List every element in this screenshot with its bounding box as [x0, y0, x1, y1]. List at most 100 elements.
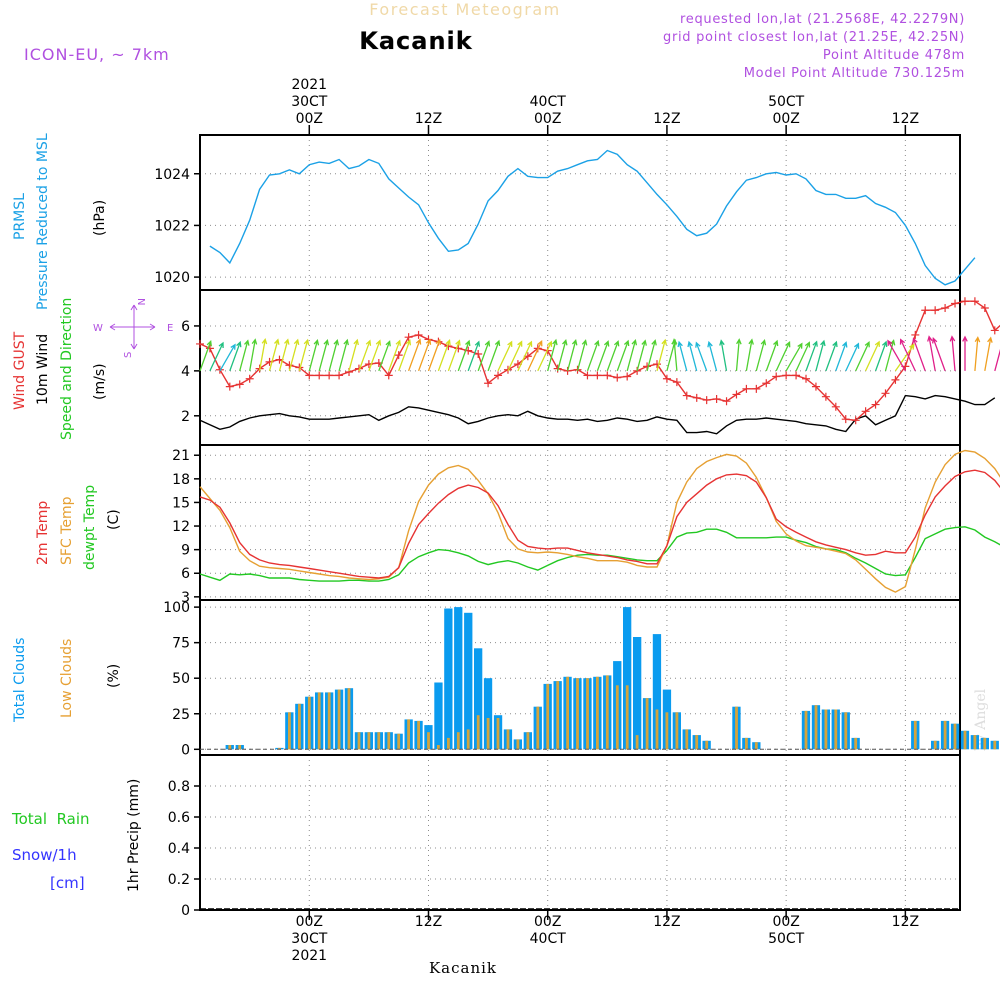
low-cloud-bar	[556, 681, 560, 750]
wind-arrow	[795, 341, 811, 372]
low-cloud-bar	[377, 732, 381, 750]
low-cloud-bar	[804, 710, 808, 750]
wind-arrow	[835, 341, 848, 372]
requested-coords: requested lon,lat (21.2568E, 42.2279N)	[680, 12, 965, 27]
gust-marker	[811, 382, 820, 391]
y-tick-label: 6	[181, 566, 190, 582]
y-tick-label: 18	[172, 472, 190, 488]
low-cloud-bar	[417, 720, 420, 750]
wind-arrow	[437, 339, 451, 372]
gust-marker	[494, 371, 503, 380]
wind-arrow	[646, 339, 657, 372]
y-tick-label: 25	[172, 707, 190, 723]
low-cloud-bar	[526, 732, 530, 750]
total-cloud-bar	[474, 648, 483, 750]
bottom-time-label: 12Z	[892, 914, 919, 930]
point-altitude: Point Altitude 478m	[823, 48, 965, 63]
top-time-label: 00Z	[296, 111, 323, 127]
wind-arrow	[616, 339, 630, 372]
wind-arrow	[219, 343, 236, 372]
snow-label: Snow/1h	[12, 846, 77, 864]
wind-arrow	[477, 340, 491, 372]
gust-marker	[603, 371, 612, 380]
wind-arrow	[318, 339, 330, 372]
bottom-time-label: 40CT	[530, 931, 567, 947]
panel-3: 3 6 9 12 15 18 21	[172, 444, 961, 606]
wind-arrow	[566, 339, 578, 372]
wind10-line	[199, 394, 996, 435]
total-cloud-bar	[633, 637, 642, 750]
precip-labels: Total Rain Snow/1h [cm] 1hr Precip (mm)	[11, 779, 142, 892]
low-cloud-bar	[655, 709, 659, 750]
wind-arrow	[656, 338, 667, 372]
wind-arrow	[278, 338, 290, 372]
pressure-units: (hPa)	[92, 200, 108, 236]
wind-arrow	[785, 342, 803, 372]
total-cloud-bar	[623, 607, 632, 750]
low-cloud-bar	[506, 729, 510, 750]
top-time-label: 2021	[291, 77, 327, 93]
wind-arrow	[745, 338, 754, 372]
gust-marker	[851, 416, 860, 425]
wind-arrow	[707, 340, 718, 372]
y-tick-label: 21	[172, 448, 190, 464]
y-tick-label: 0.2	[168, 872, 190, 888]
bottom-time-label: 50CT	[768, 931, 805, 947]
wind-arrow	[378, 340, 391, 372]
cm-label: [cm]	[50, 874, 85, 892]
bottom-time-label: 30CT	[291, 931, 328, 947]
gust-marker	[772, 372, 781, 381]
top-time-label: 00Z	[534, 111, 561, 127]
total-cloud-bar	[652, 634, 662, 750]
low-cloud-bar	[486, 718, 490, 750]
panel-5: 0 0.2 0.4 0.6 0.8	[168, 754, 961, 919]
wind-arrow	[209, 341, 224, 372]
gust-marker	[891, 375, 900, 384]
low-cloud-bar	[754, 742, 758, 750]
wind-arrow	[517, 340, 533, 372]
gust-marker	[384, 371, 393, 380]
wind-arrow	[348, 338, 359, 372]
wind-arrow	[407, 338, 422, 372]
wind-arrow	[805, 340, 818, 372]
wind-arrow	[887, 339, 906, 372]
bottom-time-label: 00Z	[534, 914, 561, 930]
low-cloud-bar	[844, 712, 848, 750]
y-tick-label: 4	[181, 364, 190, 380]
wind-arrow	[755, 338, 767, 372]
gust-marker	[951, 299, 960, 308]
low-cloud-bar	[427, 732, 430, 750]
super-title: Forecast Meteogram	[369, 0, 560, 19]
gust-marker	[662, 374, 671, 383]
wind-arrow	[467, 340, 481, 372]
cloud-units: (%)	[106, 664, 122, 688]
low-cloud-bar	[387, 732, 391, 750]
total-cloud-bar	[434, 682, 443, 750]
bottom-time-label: 00Z	[296, 914, 323, 930]
low-cloud-bar	[943, 720, 947, 750]
gust-marker	[394, 351, 403, 360]
gust-marker	[921, 306, 930, 315]
gust-marker	[672, 378, 681, 387]
bottom-time-label: 00Z	[772, 914, 799, 930]
pressure-line	[209, 149, 976, 286]
top-time-label: 50CT	[768, 94, 805, 110]
gust-marker	[245, 374, 254, 383]
wind-arrow	[398, 339, 412, 372]
wind-arrow	[899, 338, 916, 372]
t2m-label: 2m Temp	[35, 501, 51, 565]
wind-arrow	[586, 339, 600, 372]
low-cloud-bar	[357, 732, 361, 750]
low-cloud-bar	[466, 729, 470, 750]
gust-marker	[335, 371, 344, 380]
gust-marker	[404, 333, 413, 342]
wind-arrow	[308, 339, 320, 372]
total-cloud-bar	[483, 678, 493, 750]
wind-arrow	[949, 335, 956, 371]
gust-marker	[911, 330, 920, 339]
temp2m-line	[199, 469, 1000, 579]
gust-marker	[305, 371, 314, 380]
panel-frame	[199, 134, 961, 291]
total-cloud-bar	[454, 607, 463, 750]
low-cloud-bar	[397, 733, 401, 750]
